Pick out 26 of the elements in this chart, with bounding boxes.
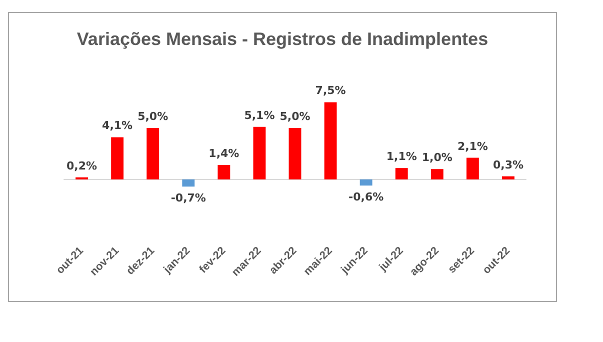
bar (360, 179, 372, 186)
data-label: 0,2% (66, 159, 98, 172)
bar (182, 179, 195, 187)
bar (288, 128, 302, 180)
data-label: 5,0% (280, 110, 310, 123)
data-label: 1,1% (386, 150, 417, 164)
data-label: -0,6% (348, 190, 384, 204)
data-label: 0,3% (492, 158, 524, 172)
data-label: 7,5% (315, 84, 346, 98)
bar (324, 102, 337, 180)
bar (395, 168, 408, 180)
bar (502, 176, 514, 180)
data-label: 5,1% (244, 108, 275, 122)
data-label: 5,0% (138, 110, 168, 123)
chart-title: Variações Mensais - Registros de Inadimplentes (76, 29, 488, 49)
data-label: 1,4% (208, 146, 240, 160)
bar (111, 137, 124, 180)
bar (253, 126, 266, 180)
data-label: 2,1% (457, 140, 488, 153)
data-label: 4,1% (102, 119, 133, 132)
bar (430, 169, 444, 180)
data-label: 1,0% (422, 151, 452, 164)
bar (146, 128, 160, 180)
bar (466, 158, 479, 180)
bar (218, 164, 230, 180)
data-label: -0,7% (170, 192, 206, 205)
